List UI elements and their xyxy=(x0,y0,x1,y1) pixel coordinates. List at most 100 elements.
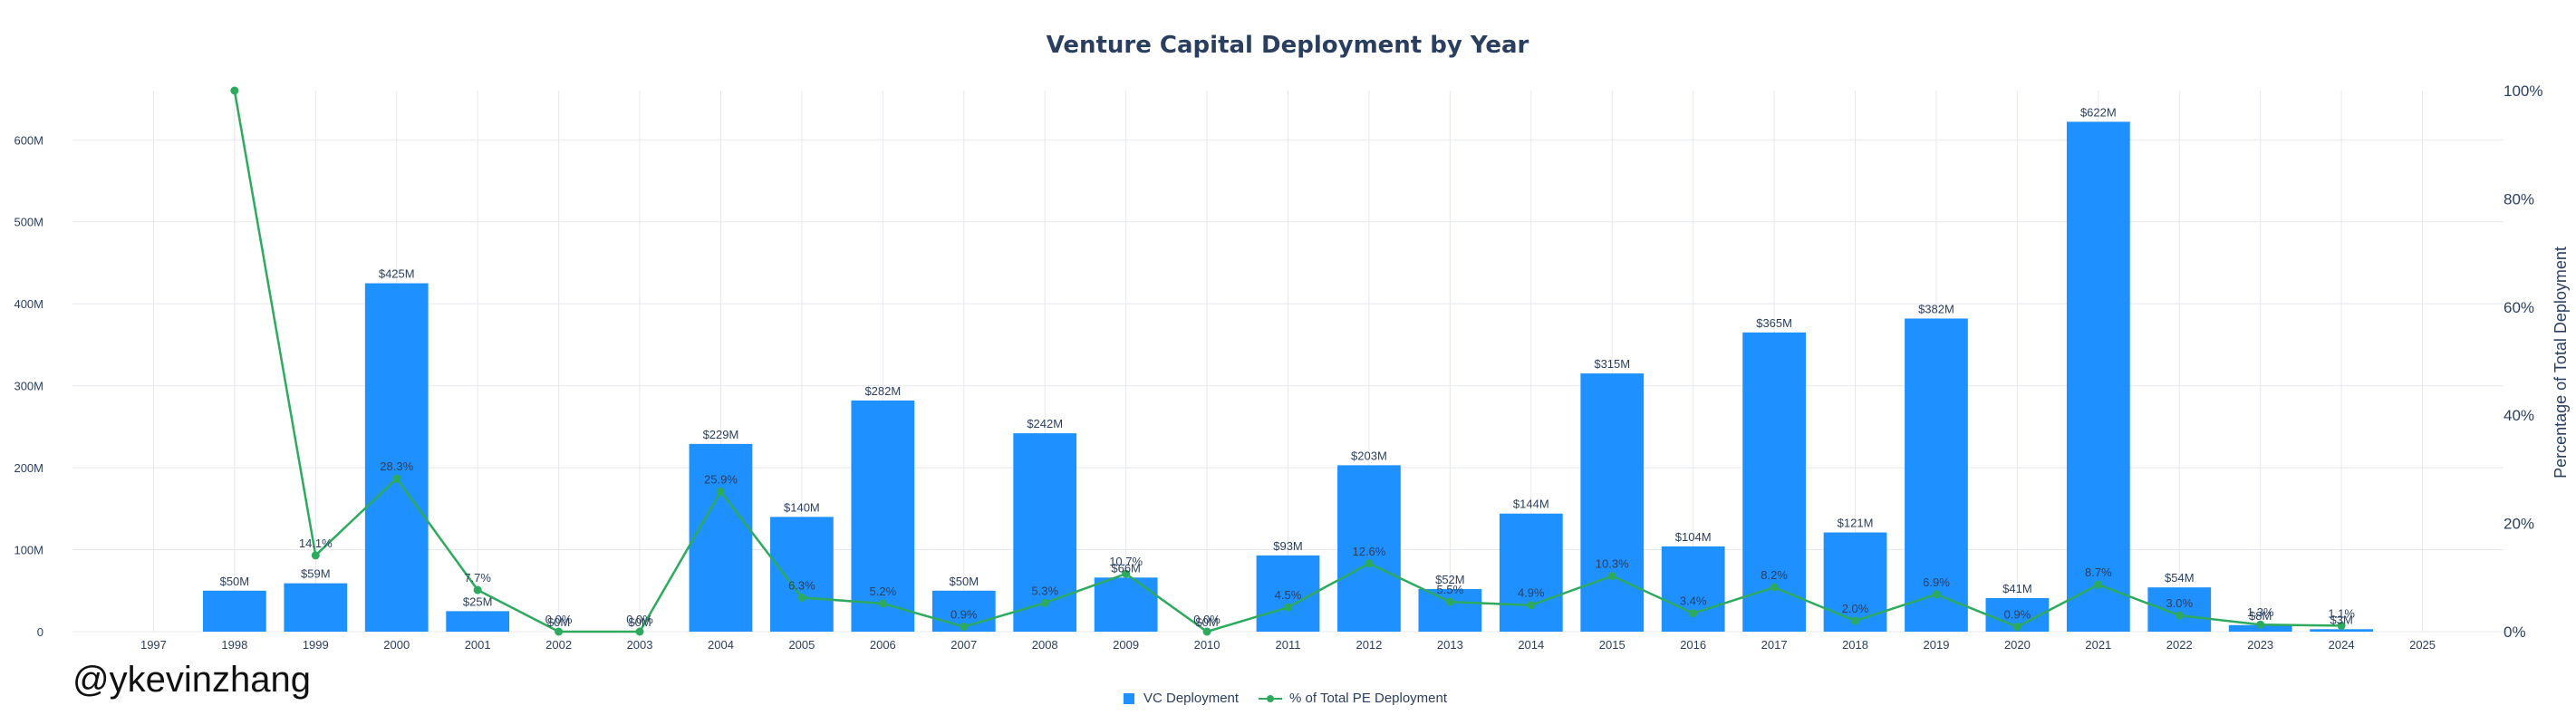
line-point xyxy=(878,599,887,608)
y-tick-label: 600M xyxy=(14,133,43,147)
bars xyxy=(202,121,2374,632)
line-value-label: 7.7% xyxy=(464,571,491,585)
bar xyxy=(1418,588,1482,632)
x-tick-label: 2017 xyxy=(1761,638,1788,652)
x-tick-label: 2014 xyxy=(1518,638,1544,652)
line-point xyxy=(311,551,320,560)
line-point xyxy=(1284,603,1292,612)
line-value-label: 5.5% xyxy=(1437,583,1464,596)
y2-axis-title: Percentage of Total Deployment xyxy=(2552,246,2570,478)
legend-item-bar[interactable]: VC Deployment xyxy=(1124,691,1239,706)
y-tick-label: 500M xyxy=(14,216,43,229)
x-tick-label: 2025 xyxy=(2409,638,2436,652)
bar xyxy=(1013,433,1077,632)
bar-value-label: $93M xyxy=(1273,539,1303,553)
bar-value-label: $41M xyxy=(2002,582,2032,595)
line-value-label: 0.0% xyxy=(1193,613,1220,626)
y-tick-label: 100M xyxy=(14,544,43,557)
bar-value-label: $50M xyxy=(950,575,979,588)
line-value-label: 4.5% xyxy=(1275,588,1302,602)
y-tick-label: 200M xyxy=(14,461,43,475)
axes: 1997 1998 1999 2000 2001 2002 2003 2004 2005 2006… xyxy=(14,82,2542,652)
bar-value-label: $66M xyxy=(1111,561,1141,575)
bar xyxy=(1580,373,1645,632)
line-value-label: 0.9% xyxy=(950,608,978,622)
line-value-label: 5.2% xyxy=(870,585,897,598)
bar-value-label: $365M xyxy=(1756,316,1792,330)
line-point xyxy=(797,593,806,602)
bar-value-label: $52M xyxy=(1435,573,1465,586)
bar-value-label: $8M xyxy=(2249,609,2272,623)
bar-value-label: $242M xyxy=(1027,417,1063,430)
y2-tick-label: 0% xyxy=(2504,624,2526,641)
bar-value-label: $0M xyxy=(628,615,651,629)
x-tick-label: 2020 xyxy=(2004,638,2031,652)
bar-value-label: $0M xyxy=(1195,615,1218,629)
x-tick-label: 2016 xyxy=(1680,638,1706,652)
x-tick-label: 2003 xyxy=(627,638,653,652)
bar xyxy=(1661,546,1725,632)
line-point xyxy=(1689,609,1698,618)
x-tick-label: 2006 xyxy=(870,638,896,652)
bar xyxy=(1499,513,1563,632)
legend: VC Deployment % of Total PE Deployment xyxy=(1124,691,1467,706)
bar xyxy=(1742,332,1806,632)
bar-value-label: $203M xyxy=(1351,449,1387,462)
bar xyxy=(2147,587,2212,632)
line-point xyxy=(1770,583,1779,592)
line-point xyxy=(1445,597,1454,606)
line-value-label: 8.7% xyxy=(2085,566,2112,579)
bar xyxy=(1256,555,1320,632)
bar xyxy=(689,443,753,632)
y2-tick-label: 20% xyxy=(2504,516,2534,533)
line-point xyxy=(230,86,239,95)
line-value-label: 1.1% xyxy=(2328,606,2355,620)
line-value-label: 10.7% xyxy=(1109,555,1143,568)
x-tick-label: 2002 xyxy=(545,638,572,652)
bar xyxy=(446,611,510,632)
line-point xyxy=(1607,572,1616,581)
line-value-label: 3.4% xyxy=(1680,594,1707,608)
x-tick-label: 2012 xyxy=(1356,638,1382,652)
line-value-label: 0.0% xyxy=(545,613,573,626)
line-point xyxy=(1527,601,1536,610)
line-point xyxy=(2094,580,2103,589)
bar-value-label: $229M xyxy=(703,428,739,441)
line-point xyxy=(1122,569,1131,578)
legend-line-swatch xyxy=(1259,693,1283,704)
y-tick-label: 0 xyxy=(37,625,43,639)
x-tick-label: 2018 xyxy=(1842,638,1868,652)
bar xyxy=(284,583,348,632)
bar-value-label: $282M xyxy=(864,384,901,398)
line-value-label: 2.0% xyxy=(1842,602,1869,615)
line-value-label: 6.3% xyxy=(788,578,815,592)
x-tick-label: 2000 xyxy=(383,638,410,652)
legend-bar-swatch xyxy=(1124,692,1134,704)
bar xyxy=(770,517,834,632)
bar-value-label: $622M xyxy=(2080,105,2117,119)
y2-tick-label: 80% xyxy=(2504,190,2534,208)
bar xyxy=(202,590,266,632)
line-point xyxy=(2012,623,2021,632)
bar-value-label: $425M xyxy=(379,267,415,281)
bar-value-label: $382M xyxy=(1918,302,1954,315)
line-point xyxy=(2337,621,2346,630)
line-point xyxy=(960,623,969,632)
bar-value-label: $144M xyxy=(1513,498,1549,511)
legend-item-line[interactable]: % of Total PE Deployment xyxy=(1259,691,1447,706)
y2-tick-label: 60% xyxy=(2504,299,2534,316)
bar-value-label: $104M xyxy=(1675,530,1712,544)
x-tick-label: 2009 xyxy=(1113,638,1139,652)
x-tick-label: 2023 xyxy=(2247,638,2273,652)
line-value-label: 1.3% xyxy=(2247,605,2274,619)
bar-value-label: $0M xyxy=(547,615,570,629)
line-point xyxy=(392,474,401,483)
x-tick-label: 1999 xyxy=(303,638,329,652)
x-tick-label: 2007 xyxy=(950,638,977,652)
bar-value-label: $54M xyxy=(2165,571,2195,585)
line-point xyxy=(2256,620,2265,629)
line-value-label: 4.9% xyxy=(1518,586,1545,600)
line-point xyxy=(635,627,644,636)
line-value-label: 10.3% xyxy=(1596,557,1629,571)
